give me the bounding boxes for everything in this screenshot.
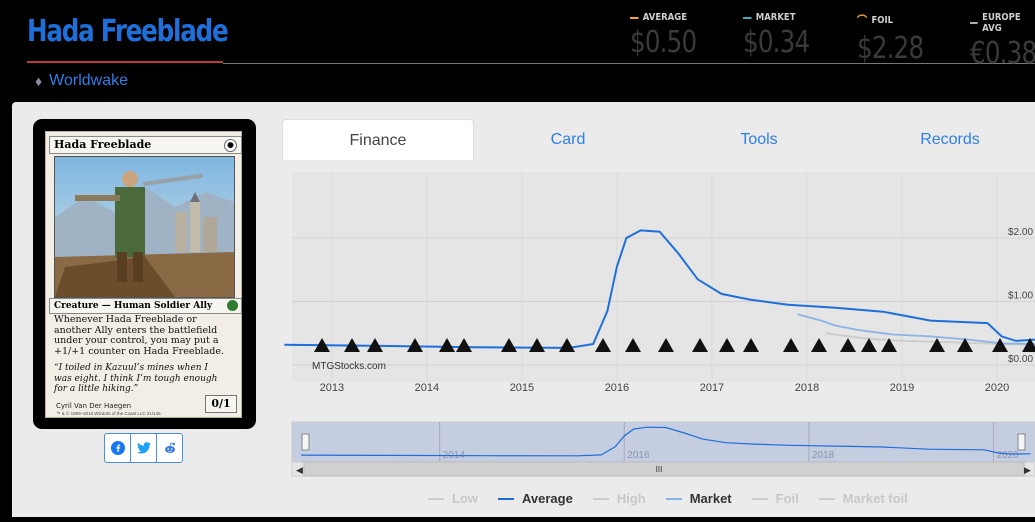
legend-item[interactable]: Market foil [819,491,908,506]
price-label: FOIL [871,15,893,26]
tab-bar: Finance Card Tools Records [282,119,1035,161]
card-artist: Cyril Van Der Haegen [56,402,131,410]
card-copyright: ™ & © 1993–2010 Wizards of the Coast LLC… [56,411,161,416]
price-foil: ⌒ FOIL $2.28 [857,12,938,66]
card-art [54,156,235,298]
legend-line-icon [666,498,682,500]
chart-watermark: MTGStocks.com [312,361,386,372]
scroll-left-arrow-icon[interactable]: ◀ [296,465,303,475]
price-chart[interactable]: $2.00 $1.00 $0.00 2013 2014 2015 2016 2017 2018… [282,160,1035,517]
page-header: Hada Freeblade ♦ Worldwake AVERAGE $0.50… [0,0,1035,102]
card-power-toughness: 0/1 [205,395,237,413]
legend-label: Average [522,491,573,506]
legend-label: Market [690,491,732,506]
legend-item[interactable]: Market [666,491,732,506]
set-link[interactable]: ♦ Worldwake [35,72,128,90]
x-tick-label: 2019 [890,382,914,394]
y-tick-label: $1.00 [1008,291,1033,302]
price-europe: EUROPE AVG €0.38 [970,12,1035,71]
navigator-tick-label: 2016 [627,450,650,461]
legend-line-icon [819,498,835,500]
price-value: $0.50 [630,25,696,60]
navigator-scrollbar-thumb[interactable] [304,462,1024,476]
x-tick-label: 2016 [605,382,629,394]
legend-label: Market foil [843,491,908,506]
card-image: Hada Freeblade ✺ C [45,131,242,418]
legend-item[interactable]: Foil [752,491,799,506]
x-axis-ticks: 2013 2014 2015 2016 2017 2018 2019 2020 [320,382,1010,394]
legend-line-icon [498,498,514,500]
legend-item[interactable]: Low [428,491,478,506]
card-name-bar: Hada Freeblade ✺ [49,136,242,154]
y-tick-label: $2.00 [1008,227,1033,238]
legend-line-icon [428,498,444,500]
tab-records[interactable]: Records [855,119,1035,159]
title-underline [27,61,223,63]
reddit-share-button[interactable] [156,433,183,463]
legend-item[interactable]: Average [498,491,573,506]
twitter-share-button[interactable] [130,433,157,463]
x-tick-label: 2015 [510,382,534,394]
price-value: €0.38 [970,36,1035,71]
card-name: Hada Freeblade [54,138,151,151]
set-symbol-icon [227,300,238,311]
europe-dash [970,22,978,24]
chart-legend: Low Average High Market Foil Market foil [428,491,908,506]
average-dash [630,17,639,19]
legend-item[interactable]: High [593,491,646,506]
x-tick-label: 2020 [985,382,1009,394]
x-tick-label: 2017 [700,382,724,394]
card-type-line: Creature — Human Soldier Ally [54,301,212,311]
tab-card[interactable]: Card [473,119,663,159]
legend-line-icon [593,498,609,500]
navigator-tick-label: 2018 [812,450,835,461]
card-text-box: Whenever Hada Freeblade or another Ally … [54,315,226,410]
market-dash [743,17,752,19]
navigator-tick-label: 2020 [996,450,1019,461]
facebook-share-button[interactable] [104,433,131,463]
price-market: MARKET $0.34 [743,12,824,60]
foil-icon: ⌒ [857,12,867,29]
legend-label: Foil [776,491,799,506]
price-average: AVERAGE $0.50 [630,12,711,60]
set-name: Worldwake [49,72,128,90]
navigator-left-handle[interactable] [302,434,309,450]
legend-label: High [617,491,646,506]
set-icon: ♦ [35,73,42,89]
x-tick-label: 2014 [415,382,439,394]
price-label: EUROPE AVG [982,12,1035,34]
price-label: AVERAGE [643,12,687,23]
x-tick-label: 2013 [320,382,344,394]
x-tick-label: 2018 [795,382,819,394]
scroll-grip-icon[interactable]: III [656,465,663,474]
legend-line-icon [752,498,768,500]
y-tick-label: $0.00 [1008,354,1033,365]
price-value: $0.34 [743,25,809,60]
share-buttons [104,433,182,463]
scroll-right-arrow-icon[interactable]: ▶ [1024,465,1031,475]
navigator-right-handle[interactable] [1018,434,1025,450]
legend-label: Low [452,491,478,506]
card-title: Hada Freeblade [27,14,227,49]
card-flavor-text: “I toiled in Kazuul’s mines when I was e… [54,363,226,395]
card-rules-text: Whenever Hada Freeblade or another Ally … [54,315,226,357]
tab-finance[interactable]: Finance [282,119,474,161]
price-value: $2.28 [857,31,923,66]
facebook-icon [111,441,125,455]
white-mana-icon: ✺ [224,139,237,152]
reddit-icon [163,441,177,455]
card-art-illustration [55,157,234,297]
price-label: MARKET [756,12,796,23]
twitter-icon [137,442,151,454]
price-chart-area: $2.00 $1.00 $0.00 2013 2014 2015 2016 2017 2018… [282,160,1035,517]
card-type-bar: Creature — Human Soldier Ally [49,298,242,314]
tab-tools[interactable]: Tools [664,119,854,159]
